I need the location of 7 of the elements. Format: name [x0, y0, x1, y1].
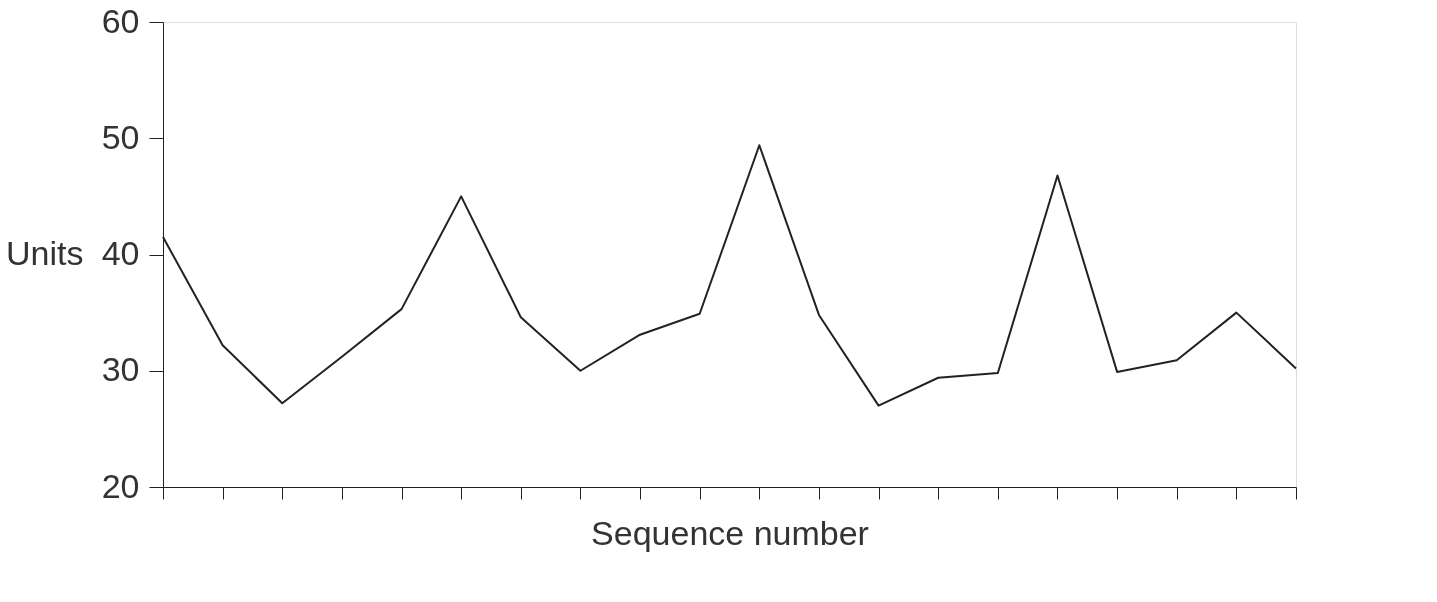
y-tick-label: 30 [101, 350, 140, 389]
y-tick-label: 50 [101, 117, 140, 156]
y-tick-label: 40 [101, 234, 140, 272]
y-tick-label: 60 [101, 1, 140, 40]
y-axis-title: Units [6, 234, 84, 272]
x-axis-title: Sequence number [591, 514, 869, 552]
y-tick-label: 20 [101, 466, 140, 505]
